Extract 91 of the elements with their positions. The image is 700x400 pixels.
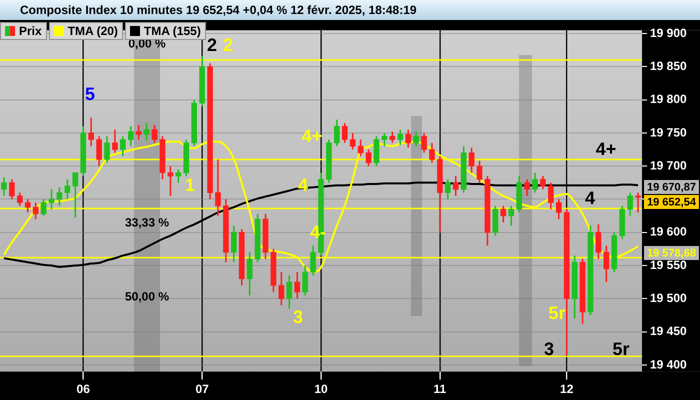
annotation: 5r: [612, 338, 630, 359]
x-tick-label: 10: [314, 382, 328, 396]
annotation: 2: [206, 34, 218, 55]
candlestick: [56, 186, 62, 207]
candlestick: [468, 146, 474, 174]
candlestick: [48, 188, 54, 210]
candlestick: [382, 132, 388, 147]
candlestick: [500, 205, 506, 224]
candlestick: [350, 132, 356, 150]
y-tick-label: 19 850: [650, 58, 688, 73]
x-tick-label: 12: [560, 382, 574, 396]
y-tick-label: 19 550: [650, 258, 688, 272]
y-tick-label: 19 750: [650, 125, 688, 140]
candlestick: [215, 158, 221, 217]
candlestick: [334, 118, 340, 147]
candlestick: [374, 136, 380, 167]
legend-label: TMA (20): [68, 24, 118, 38]
annotation: 1: [184, 174, 196, 195]
x-tick-label: 07: [195, 382, 210, 396]
candlestick: [286, 274, 292, 310]
x-tick-label: 06: [76, 382, 90, 396]
candlestick: [1, 176, 7, 197]
candlestick: [413, 130, 419, 147]
annotation: 33,33 %: [124, 215, 170, 230]
candlestick: [310, 244, 316, 276]
x-tick-label: 11: [434, 382, 447, 396]
candlestick: [508, 205, 514, 227]
candlestick: [421, 132, 427, 154]
candlestick: [342, 122, 348, 144]
candlestick: [429, 142, 435, 164]
annotation: 5r: [548, 302, 566, 323]
y-tick-label: 19 400: [650, 357, 688, 372]
candlestick: [405, 128, 412, 148]
annotation: 5: [84, 84, 96, 104]
y-tick-label: 19 600: [650, 224, 688, 239]
candlestick: [144, 122, 150, 142]
y-tick-label: 19 900: [650, 26, 688, 40]
candlestick: [168, 165, 174, 197]
annotation: 2: [222, 34, 234, 55]
text: 19 670,87: [647, 182, 696, 194]
candlestick: [540, 175, 546, 190]
legend-label: TMA (155): [144, 24, 201, 38]
candlestick: [604, 244, 610, 283]
candlestick: [596, 224, 602, 260]
candlestick: [476, 160, 482, 184]
candlestick: [120, 136, 126, 157]
annotation: 4: [584, 188, 596, 208]
candlestick: [444, 178, 451, 200]
candlestick: [358, 138, 364, 157]
candlestick: [40, 198, 46, 217]
candlestick: [104, 136, 110, 164]
candlestick: [9, 178, 15, 200]
annotation: 4+: [596, 138, 616, 159]
candlestick: [452, 175, 459, 197]
candlestick: [397, 128, 404, 146]
candlestick: [72, 172, 78, 219]
annotation: 3: [544, 338, 554, 359]
y-tick-label: 19 500: [650, 290, 688, 305]
candlestick: [548, 182, 554, 210]
candlestick: [390, 130, 396, 144]
candlestick: [96, 136, 102, 167]
candlestick: [366, 148, 372, 167]
candlestick: [128, 126, 134, 147]
legend-label: Prix: [19, 24, 42, 38]
text: 19 652,54: [647, 196, 697, 209]
candlestick: [88, 116, 94, 147]
candlestick: [246, 252, 252, 296]
chart-title: Composite Index 10 minutes 19 652,54 +0,04 % 12 févr. 2025, 18:48:19: [20, 3, 417, 17]
y-tick-label: 19 700: [650, 158, 688, 172]
candlestick: [24, 198, 31, 214]
candlestick: [532, 172, 538, 194]
candlestick: [302, 264, 308, 296]
candlestick: [230, 225, 237, 263]
y-tick-label: 19 800: [650, 92, 688, 106]
y-tick-label: 19 450: [650, 324, 688, 338]
candlestick: [294, 271, 300, 300]
text: 19 578,68: [647, 248, 696, 260]
candlestick: [112, 128, 118, 154]
candlestick: [16, 192, 23, 207]
candlestick: [492, 205, 498, 236]
candlestick: [32, 202, 38, 220]
candlestick: [556, 198, 562, 220]
annotation: 50,00 %: [124, 289, 170, 304]
candlestick: [635, 192, 641, 214]
candlestick: [627, 192, 633, 217]
candlestick: [524, 178, 530, 197]
candlestick: [176, 168, 182, 184]
candlestick: [152, 124, 158, 144]
candlestick: [64, 178, 70, 200]
annotation: 3: [292, 306, 304, 327]
candlestick: [278, 271, 284, 306]
